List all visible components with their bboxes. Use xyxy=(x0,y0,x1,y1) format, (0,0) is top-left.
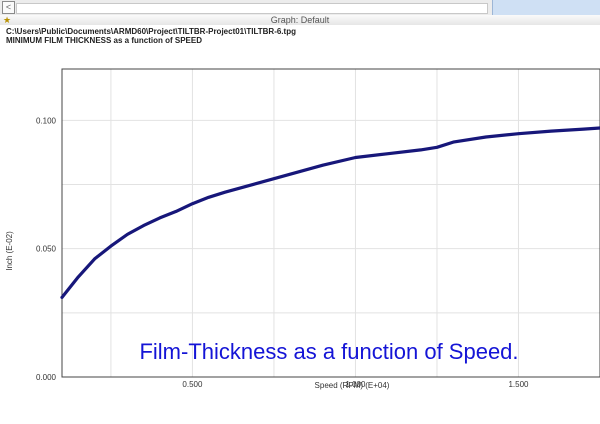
film-thickness-point xyxy=(174,210,178,213)
y-tick-label: 0.000 xyxy=(36,373,57,382)
film-thickness-point xyxy=(191,202,194,206)
film-thickness-point xyxy=(517,132,520,135)
film-thickness-point xyxy=(354,156,357,159)
x-tick-label: 1.000 xyxy=(345,380,366,389)
film-thickness-point xyxy=(451,140,455,144)
film-thickness-point xyxy=(435,145,439,149)
film-thickness-point xyxy=(158,216,162,220)
film-thickness-point xyxy=(484,135,488,139)
x-axis-label: Speed (RPM) (E+04) xyxy=(315,381,390,390)
horizontal-scrollbar[interactable] xyxy=(16,3,488,14)
film-thickness-line xyxy=(60,126,600,299)
film-thickness-point xyxy=(386,152,390,155)
graph-area: C:\Users\Public\Documents\ARMD60\Project… xyxy=(0,25,600,424)
plot-frame xyxy=(61,68,600,378)
film-thickness-point xyxy=(582,127,585,131)
film-thickness-point xyxy=(419,148,422,152)
y-tick-label: 0.050 xyxy=(36,245,57,254)
film-thickness-point xyxy=(77,275,80,279)
film-thickness-point xyxy=(142,224,145,227)
film-thickness-point xyxy=(207,196,211,199)
film-thickness-point xyxy=(288,172,292,176)
film-thickness-point xyxy=(223,190,227,194)
film-thickness-point xyxy=(125,233,129,236)
film-thickness-point xyxy=(93,257,96,261)
x-tick-label: 0.500 xyxy=(182,380,203,389)
graph-window-titlebar: ★ Graph: Default xyxy=(0,15,600,25)
x-tick-label: 1.500 xyxy=(508,380,529,389)
plot-heading: MINIMUM FILM THICKNESS as a function of … xyxy=(6,36,203,45)
film-thickness-points xyxy=(60,126,600,299)
film-thickness-point xyxy=(549,129,553,133)
grid-lines xyxy=(62,69,600,377)
x-tick-labels: 0.500 1.000 1.500 xyxy=(182,380,529,389)
y-tick-labels: 0.000 0.050 0.100 xyxy=(36,116,57,382)
top-scroll-strip: < xyxy=(0,0,600,16)
scroll-left-arrow[interactable]: < xyxy=(2,1,15,14)
film-thickness-annotation: Film-Thickness as a function of Speed. xyxy=(139,339,518,364)
film-thickness-point xyxy=(321,163,325,167)
y-axis-label: Inch (E-02) xyxy=(5,231,14,271)
film-thickness-point xyxy=(109,244,113,248)
graph-window-title: Graph: Default xyxy=(270,15,330,25)
graph-window-icon: ★ xyxy=(3,15,12,25)
film-thickness-chart: 0.000 0.050 0.100 0.500 1.000 1.500 Speed (R… xyxy=(5,68,600,390)
y-tick-label: 0.100 xyxy=(36,116,57,125)
film-thickness-point xyxy=(60,296,64,299)
film-thickness-point xyxy=(256,181,259,185)
top-right-panel xyxy=(492,0,600,15)
file-path-label: C:\Users\Public\Documents\ARMD60\Project… xyxy=(6,27,296,36)
